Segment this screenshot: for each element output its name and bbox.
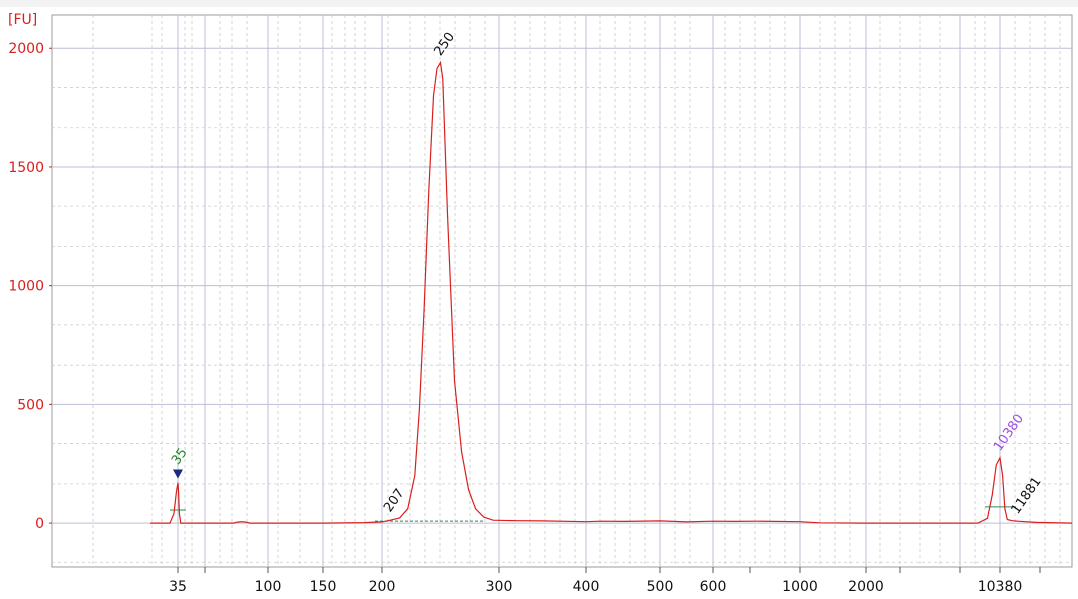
y-tick-label: 0 xyxy=(35,516,44,532)
x-tick-label: 35 xyxy=(169,579,187,595)
window-top-strip xyxy=(0,0,1078,7)
y-tick-label: 1000 xyxy=(8,279,44,295)
y-axis-unit-label: [FU] xyxy=(8,12,37,28)
x-tick-label: 300 xyxy=(486,579,513,595)
x-tick-label: 1000 xyxy=(782,579,818,595)
x-tick-label: 600 xyxy=(700,579,727,595)
peak-marks xyxy=(170,469,1016,522)
y-tick-label: 500 xyxy=(17,397,44,413)
y-tick-label: 2000 xyxy=(8,41,44,57)
x-tick-label: 200 xyxy=(369,579,396,595)
grid xyxy=(52,15,1072,567)
x-tick-label: 500 xyxy=(647,579,674,595)
x-tick-label: 400 xyxy=(573,579,600,595)
peak-label: 11881 xyxy=(1009,475,1045,517)
peak-label: 10380 xyxy=(991,412,1027,454)
peak-label: 250 xyxy=(431,30,458,59)
y-tick-label: 1500 xyxy=(8,160,44,176)
peak-label: 207 xyxy=(381,486,408,515)
peak-label: 35 xyxy=(169,446,191,468)
x-tick-label: 100 xyxy=(255,579,282,595)
fluorescence-trace xyxy=(150,60,1073,524)
x-tick-label: 150 xyxy=(310,579,337,595)
x-tick-label: 10380 xyxy=(978,579,1023,595)
axes: 0 500 1000 1500 2000 35 100 150 200 300 400 500 600 1… xyxy=(8,41,1041,595)
peak-marker-triangle xyxy=(173,469,183,479)
plot-frame xyxy=(51,14,1073,568)
x-tick-label: 2000 xyxy=(848,579,884,595)
